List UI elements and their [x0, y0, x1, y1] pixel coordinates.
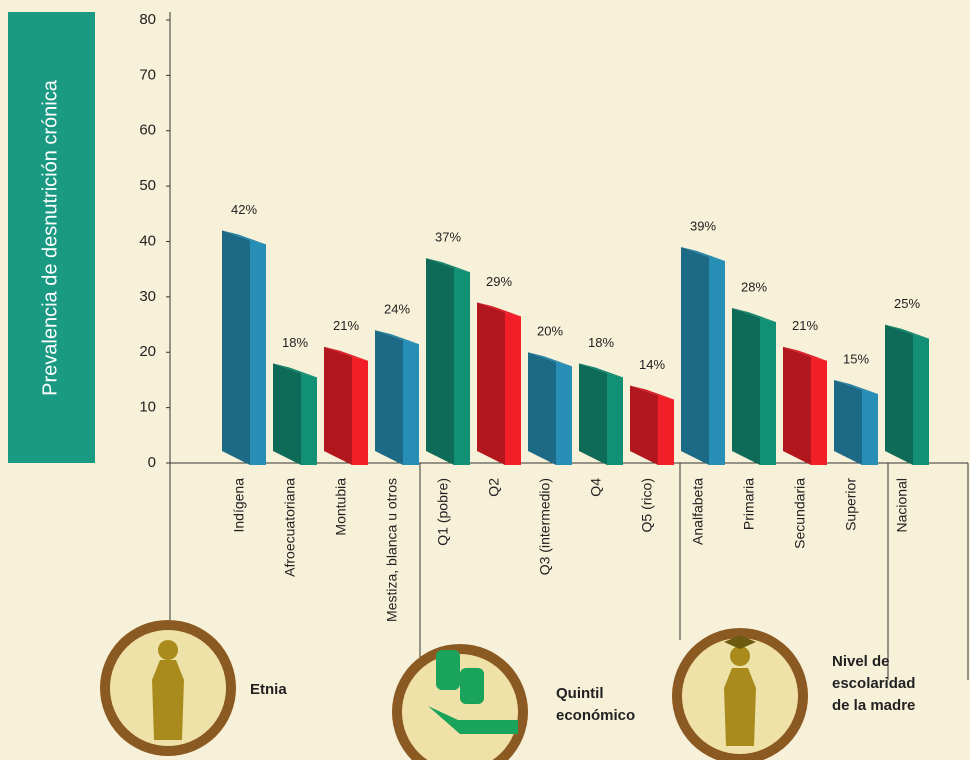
- bar-top: [324, 346, 368, 361]
- x-tick-label: Q2: [486, 478, 502, 497]
- bar-top: [273, 363, 317, 378]
- x-tick-label: Q1 (pobre): [435, 478, 451, 546]
- group-label: económico: [556, 707, 635, 724]
- value-label: 15%: [843, 351, 869, 366]
- x-tick-label: Secundaria: [792, 478, 808, 549]
- bar-top: [834, 379, 878, 394]
- group-label: Etnia: [250, 681, 287, 698]
- bar-side: [556, 362, 572, 465]
- value-label: 37%: [435, 230, 461, 245]
- y-tick-label: 0: [148, 454, 156, 471]
- y-tick-label: 80: [139, 11, 156, 28]
- x-tick-label: Q3 (intermedio): [537, 478, 553, 575]
- y-tick-label: 40: [139, 232, 156, 249]
- bar-top: [426, 258, 470, 273]
- bar-side: [454, 268, 470, 465]
- bar-side: [250, 240, 266, 465]
- y-tick-label: 20: [139, 343, 156, 360]
- x-tick-label: Montubia: [333, 478, 349, 536]
- value-label: 18%: [588, 335, 614, 350]
- x-tick-label: Superior: [843, 478, 859, 531]
- bar-front: [273, 363, 301, 465]
- value-label: 20%: [537, 324, 563, 339]
- bar-side: [658, 395, 674, 465]
- group-label: Nivel de: [832, 653, 890, 670]
- y-tick-label: 70: [139, 66, 156, 83]
- x-tick-label: Indígena: [231, 478, 247, 533]
- value-label: 18%: [282, 335, 308, 350]
- bar-front: [528, 352, 556, 465]
- bar-front: [834, 379, 862, 465]
- bar-front: [885, 324, 913, 465]
- x-tick-label: Q4: [588, 478, 604, 497]
- bar-side: [352, 356, 368, 465]
- value-label: 24%: [384, 302, 410, 317]
- bar-side: [709, 257, 725, 465]
- bar-side: [607, 373, 623, 465]
- bar-side: [301, 373, 317, 465]
- bar-side: [505, 312, 521, 465]
- bar-side: [913, 334, 929, 465]
- x-tick-label: Analfabeta: [690, 478, 706, 545]
- value-label: 25%: [894, 296, 920, 311]
- y-tick-label: 60: [139, 122, 156, 139]
- bar-top: [528, 352, 572, 367]
- bar-top: [732, 307, 776, 322]
- bar-front: [579, 363, 607, 465]
- bar-front: [426, 258, 454, 465]
- x-tick-label: Primaria: [741, 478, 757, 530]
- y-label-box: [8, 12, 95, 463]
- group-label: de la madre: [832, 697, 915, 714]
- y-tick-label: 30: [139, 288, 156, 305]
- x-tick-label: Nacional: [894, 478, 910, 532]
- group-label: escolaridad: [832, 675, 915, 692]
- bar-side: [811, 356, 827, 465]
- bar-top: [783, 346, 827, 361]
- value-label: 28%: [741, 279, 767, 294]
- bar-front: [324, 346, 352, 465]
- bar-side: [862, 389, 878, 465]
- value-label: 14%: [639, 357, 665, 372]
- bar-front: [783, 346, 811, 465]
- bar-top: [375, 330, 419, 345]
- bar-front: [375, 330, 403, 465]
- value-label: 29%: [486, 274, 512, 289]
- icons: [100, 620, 808, 760]
- bar-front: [477, 302, 505, 465]
- group-label: Quintil: [556, 685, 604, 702]
- bar-top: [630, 385, 674, 400]
- value-label: 21%: [792, 318, 818, 333]
- bar-top: [885, 324, 929, 339]
- bar-front: [630, 385, 658, 465]
- x-tick-label: Q5 (rico): [639, 478, 655, 532]
- bar-top: [579, 363, 623, 378]
- bar-side: [760, 317, 776, 465]
- bar-side: [403, 340, 419, 465]
- value-label: 21%: [333, 318, 359, 333]
- bar-top: [681, 247, 725, 262]
- bar-front: [681, 247, 709, 465]
- value-label: 39%: [690, 218, 716, 233]
- bar-top: [477, 302, 521, 317]
- bar-front: [222, 230, 250, 465]
- x-tick-label: Mestiza, blanca u otros: [384, 478, 400, 622]
- y-tick-label: 10: [139, 399, 156, 416]
- bar-front: [732, 307, 760, 465]
- x-tick-label: Afroecuatoriana: [282, 478, 298, 577]
- y-axis-label: Prevalencia de desnutrición crónica: [39, 79, 61, 396]
- y-tick-label: 50: [139, 177, 156, 194]
- value-label: 42%: [231, 202, 257, 217]
- bar-top: [222, 230, 266, 245]
